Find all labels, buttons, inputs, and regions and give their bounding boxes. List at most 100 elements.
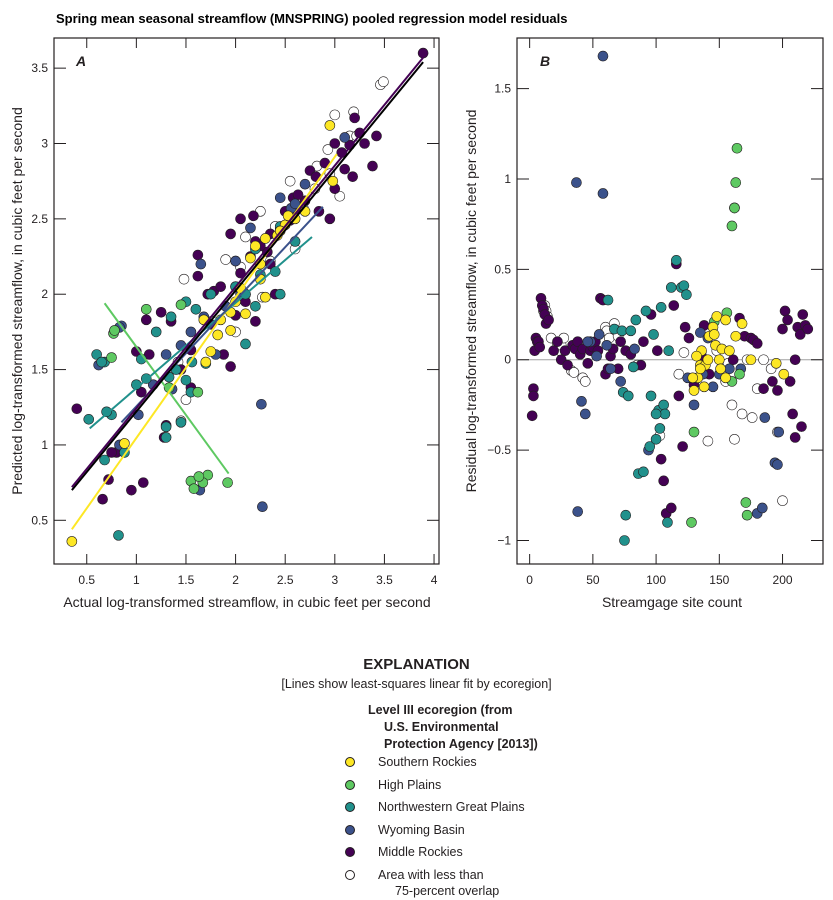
data-point	[192, 386, 204, 398]
data-point	[741, 509, 753, 521]
y-tick-label: 3.5	[31, 61, 48, 75]
data-point	[645, 390, 657, 402]
data-point	[559, 345, 571, 357]
data-point	[222, 477, 233, 488]
data-point	[322, 144, 334, 155]
data-point	[250, 240, 261, 252]
data-point	[240, 308, 251, 320]
data-point	[730, 177, 742, 188]
data-point	[225, 361, 236, 372]
data-point	[101, 406, 112, 418]
data-point	[688, 399, 700, 411]
data-point	[678, 280, 690, 291]
y-tick-label: 2.5	[31, 212, 48, 226]
data-point	[175, 417, 187, 428]
data-point	[371, 130, 382, 142]
data-point	[230, 255, 241, 267]
data-point	[772, 459, 783, 470]
data-point	[138, 477, 149, 488]
panel-b-y-axis-label: Residual log-transformed streamflow, in …	[463, 110, 479, 493]
data-point	[777, 495, 788, 507]
data-point	[751, 338, 763, 349]
data-point	[339, 132, 351, 143]
data-point	[284, 175, 296, 187]
data-point	[334, 190, 346, 202]
data-point	[155, 307, 167, 318]
data-point	[83, 414, 95, 425]
data-point	[784, 376, 796, 387]
data-point	[240, 338, 251, 350]
data-point	[576, 396, 587, 407]
legend-label: Middle Rockies	[378, 845, 463, 859]
data-point	[185, 326, 197, 338]
data-point	[662, 517, 673, 528]
data-point	[663, 345, 675, 357]
data-point	[192, 249, 204, 261]
panel-b-x-axis-label: Streamgage site count	[602, 594, 742, 610]
data-point	[113, 530, 124, 541]
data-point	[359, 138, 370, 149]
data-point	[688, 385, 700, 396]
x-tick-label: 1.5	[178, 573, 195, 587]
data-point	[711, 311, 723, 322]
y-tick-label: 1.5	[494, 82, 511, 96]
series-nw-great-plains	[602, 255, 692, 546]
data-point	[715, 363, 726, 375]
y-tick-label: 3	[41, 137, 48, 151]
data-point	[225, 228, 236, 240]
data-point	[240, 231, 251, 243]
data-point	[97, 493, 108, 505]
data-point	[724, 363, 735, 375]
fit-line-overall-fit	[71, 61, 424, 491]
x-tick-label: 2.5	[277, 573, 294, 587]
data-point	[686, 517, 697, 528]
data-point	[180, 374, 192, 386]
legend-note: [Lines show least-squares linear fit by …	[281, 677, 552, 691]
data-point	[71, 403, 83, 415]
data-point	[648, 329, 659, 340]
data-point	[759, 412, 771, 423]
data-point	[714, 354, 725, 366]
data-point	[802, 323, 814, 335]
y-tick-label: 1.5	[31, 363, 48, 377]
data-point	[773, 426, 785, 438]
panel-a-frame	[53, 37, 440, 565]
data-point	[597, 188, 609, 199]
data-point	[568, 367, 580, 378]
data-point	[683, 332, 695, 344]
data-point	[572, 506, 583, 517]
panel-b-points	[526, 50, 814, 546]
data-point	[106, 352, 117, 363]
data-point	[779, 305, 791, 317]
data-point	[215, 281, 227, 292]
data-point	[702, 435, 714, 447]
data-point	[289, 198, 301, 210]
data-point	[579, 408, 591, 420]
data-point	[777, 323, 788, 335]
legend-heading: Level III ecoregion (from U.S. Environme…	[368, 702, 538, 753]
legend-label: Area with less than	[378, 867, 484, 882]
data-point	[665, 502, 677, 514]
panel-a-y-axis-label: Predicted log-transformed streamflow, in…	[9, 107, 25, 495]
data-point	[378, 76, 389, 88]
data-point	[736, 408, 748, 420]
x-tick-label: 1	[133, 573, 140, 587]
data-point	[582, 358, 594, 369]
x-tick-label: 150	[709, 573, 729, 587]
data-point	[615, 336, 626, 347]
data-point	[782, 314, 793, 326]
legend-marker-icon	[345, 779, 355, 790]
data-point	[687, 372, 699, 384]
data-point	[220, 254, 231, 265]
data-point	[650, 433, 662, 445]
data-point	[673, 390, 685, 402]
legend-label: Southern Rockies	[378, 755, 477, 769]
data-point	[160, 421, 172, 433]
data-point	[109, 325, 120, 336]
data-point	[143, 349, 155, 360]
fit-line-middle-rockies	[71, 56, 424, 488]
data-point	[794, 329, 806, 340]
series-high-plains	[686, 142, 753, 528]
legend-heading-line: U.S. Environmental	[384, 720, 499, 734]
